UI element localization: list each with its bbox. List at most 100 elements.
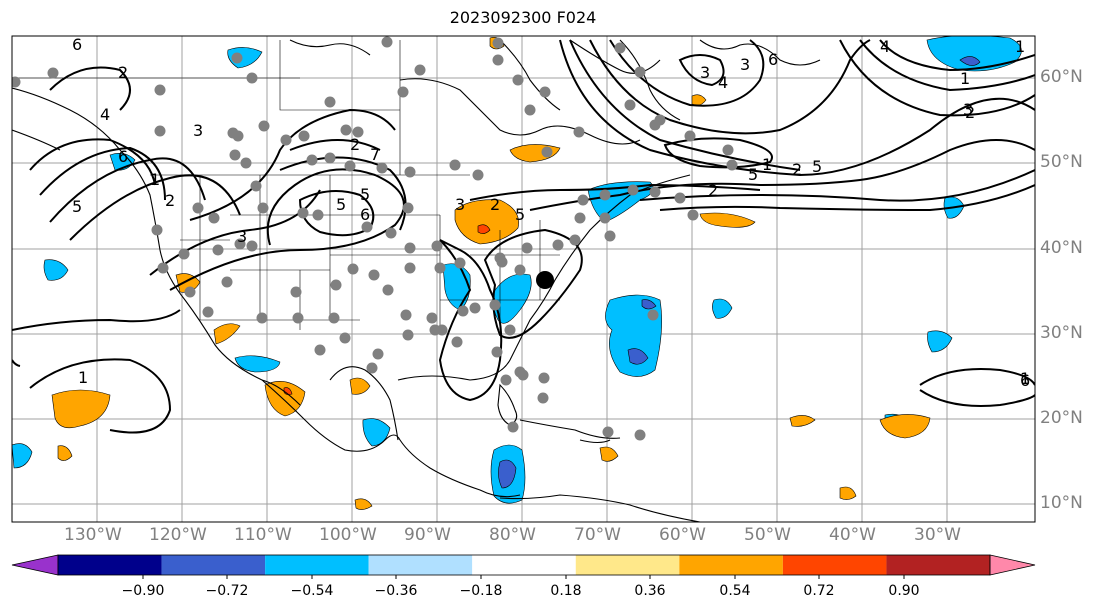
contour-label: 2	[490, 195, 500, 214]
station-marker	[426, 312, 438, 324]
longitude-label: 130°W	[64, 525, 122, 545]
station-marker	[577, 194, 589, 206]
colorbar-tick-label: 0.36	[634, 583, 666, 599]
station-marker	[404, 242, 416, 254]
station-marker	[402, 329, 414, 341]
colorbar-tick-label: 0.18	[550, 583, 582, 599]
contour-label: 5	[336, 195, 346, 214]
station-marker	[234, 238, 246, 250]
latitude-label: 50°N	[1040, 152, 1083, 172]
station-marker	[344, 160, 356, 172]
contour-label: 4	[100, 105, 110, 124]
station-marker	[541, 146, 553, 158]
station-marker	[574, 212, 586, 224]
station-marker	[352, 126, 364, 138]
station-marker	[602, 426, 614, 438]
colorbar-segment	[58, 555, 162, 575]
positive-anomaly	[599, 446, 619, 462]
contour-label: 2	[965, 103, 975, 122]
station-marker	[151, 224, 163, 236]
station-marker	[397, 86, 409, 98]
positive-anomaly	[264, 380, 306, 417]
positive-anomaly	[699, 212, 756, 228]
station-marker	[258, 120, 270, 132]
contour-label: 5	[515, 205, 525, 224]
station-marker	[157, 262, 169, 274]
positive-anomaly	[349, 377, 371, 395]
colorbar-tick-label: −0.72	[205, 583, 249, 599]
longitude-label: 80°W	[489, 525, 536, 545]
contour-label: 4	[880, 37, 890, 56]
station-marker	[368, 269, 380, 281]
station-marker	[451, 336, 463, 348]
station-marker	[324, 96, 336, 108]
station-marker	[491, 346, 503, 358]
negative-anomaly-core	[627, 348, 649, 365]
station-marker	[492, 54, 504, 66]
station-marker	[722, 144, 734, 156]
contour-label: 3	[700, 63, 710, 82]
colorbar-segment	[575, 555, 680, 575]
contour-label: 6	[1020, 371, 1030, 390]
station-marker	[457, 305, 469, 317]
contour-label: 2	[118, 63, 128, 82]
contour-label: 3	[963, 100, 973, 119]
station-marker	[434, 262, 446, 274]
contour-label: 6	[118, 147, 128, 166]
positive-anomaly-core	[477, 224, 491, 234]
station-marker	[246, 72, 258, 84]
station-marker	[328, 312, 340, 324]
station-marker	[246, 240, 258, 252]
colorbar-outline	[57, 554, 991, 576]
station-marker	[280, 134, 292, 146]
station-marker	[306, 154, 318, 166]
station-marker	[604, 230, 616, 242]
negative-anomaly-core	[959, 56, 981, 66]
station-marker	[47, 67, 59, 79]
longitude-label: 100°W	[319, 525, 377, 545]
station-marker	[154, 84, 166, 96]
station-marker	[538, 372, 550, 384]
station-marker	[257, 202, 269, 214]
positive-anomaly	[57, 445, 73, 461]
station-marker	[489, 299, 501, 311]
colorbar-tick-label: 0.90	[888, 583, 920, 599]
station-marker	[340, 124, 352, 136]
station-marker	[500, 374, 512, 386]
station-marker	[494, 252, 506, 264]
station-marker	[12, 76, 21, 88]
station-markers	[12, 36, 738, 441]
station-marker	[366, 362, 378, 374]
colorbar-tick-label: −0.36	[374, 583, 418, 599]
station-marker	[614, 42, 626, 54]
map-frame	[11, 35, 1036, 523]
station-marker	[537, 392, 549, 404]
contour-label: 3	[740, 55, 750, 74]
station-marker	[202, 306, 214, 318]
contour-label: 1	[1015, 37, 1025, 56]
station-marker	[347, 263, 359, 275]
positive-anomaly	[213, 323, 241, 345]
station-marker	[507, 421, 519, 433]
station-marker	[385, 227, 397, 239]
station-marker	[687, 209, 699, 221]
colorbar-tick-label: −0.18	[459, 583, 503, 599]
colorbar-tick-label: −0.90	[121, 583, 165, 599]
station-marker	[436, 324, 448, 336]
station-marker	[684, 130, 696, 142]
station-marker	[229, 149, 241, 161]
contour-label: 5	[72, 197, 82, 216]
station-marker	[573, 126, 585, 138]
latitude-label: 30°N	[1040, 323, 1083, 343]
station-marker	[381, 36, 393, 48]
negative-anomaly-core	[641, 299, 657, 310]
longitude-label: 120°W	[149, 525, 207, 545]
station-marker	[361, 221, 373, 233]
station-marker	[521, 242, 533, 254]
highlight-marker	[536, 271, 554, 289]
station-marker	[599, 189, 611, 201]
negative-anomaly	[927, 330, 953, 353]
negative-anomaly	[712, 298, 733, 319]
positive-anomaly	[839, 486, 857, 500]
station-marker	[192, 202, 204, 214]
